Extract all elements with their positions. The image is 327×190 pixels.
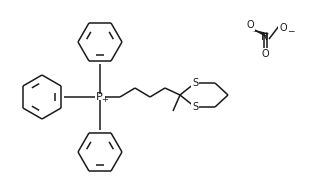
Text: +: + — [102, 96, 109, 105]
Text: O: O — [279, 23, 287, 33]
Text: P: P — [95, 92, 102, 102]
Text: −: − — [287, 26, 295, 36]
Text: O: O — [246, 20, 254, 30]
Text: S: S — [192, 102, 198, 112]
Text: S: S — [192, 78, 198, 88]
Text: N: N — [261, 32, 269, 42]
Text: O: O — [261, 49, 269, 59]
